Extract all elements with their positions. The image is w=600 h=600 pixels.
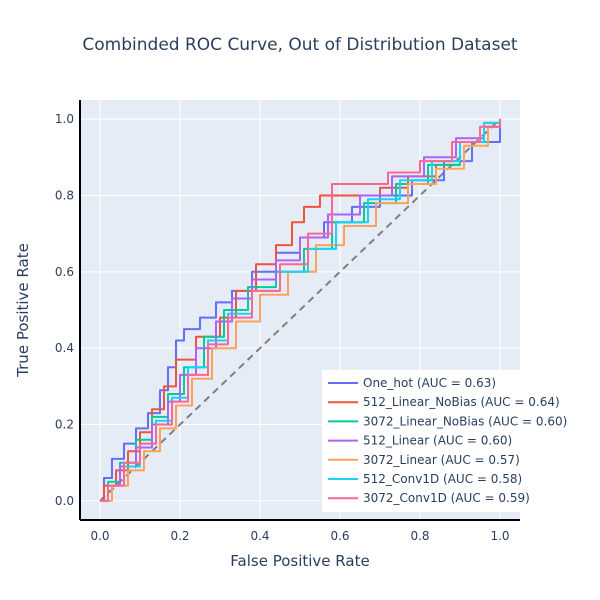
- legend-label: 512_Linear (AUC = 0.60): [363, 434, 512, 448]
- x-tick-label: 0.8: [410, 529, 429, 543]
- legend-item[interactable]: 512_Linear_NoBias (AUC = 0.64): [328, 395, 560, 409]
- legend-item[interactable]: 3072_Linear_NoBias (AUC = 0.60): [328, 414, 567, 428]
- x-tick-label: 0.2: [170, 529, 189, 543]
- chart-title: Combinded ROC Curve, Out of Distribution…: [82, 35, 517, 55]
- legend-item[interactable]: 512_Linear (AUC = 0.60): [328, 434, 512, 448]
- roc-line-1: [100, 119, 501, 502]
- x-tick-label: 0.4: [250, 529, 269, 543]
- legend-label: 512_Conv1D (AUC = 0.58): [363, 472, 522, 486]
- plot-area: [79, 100, 520, 521]
- legend-item[interactable]: 512_Conv1D (AUC = 0.58): [328, 472, 522, 486]
- legend-item[interactable]: 3072_Conv1D (AUC = 0.59): [328, 491, 530, 505]
- legend-item[interactable]: One_hot (AUC = 0.63): [328, 376, 496, 390]
- y-tick-labels: 0.0 0.2 0.4 0.6 0.8 1.0: [55, 112, 74, 508]
- x-tick-label: 0.0: [90, 529, 109, 543]
- chance-diagonal: [99, 118, 501, 502]
- y-tick-label: 0.6: [55, 265, 74, 279]
- x-tick-label: 0.6: [330, 529, 349, 543]
- x-tick-label: 1.0: [490, 529, 509, 543]
- y-axis-label: True Positive Rate: [14, 243, 32, 378]
- legend-label: 3072_Conv1D (AUC = 0.59): [363, 491, 530, 505]
- legend-label: 3072_Linear (AUC = 0.57): [363, 453, 520, 467]
- legend-background: [322, 370, 574, 512]
- roc-line-5: [100, 119, 501, 502]
- y-tick-label: 1.0: [55, 112, 74, 126]
- roc-series-lines: [100, 119, 501, 502]
- y-tick-label: 0.8: [55, 188, 74, 202]
- y-tick-label: 0.4: [55, 341, 74, 355]
- legend-label: 512_Linear_NoBias (AUC = 0.64): [363, 395, 560, 409]
- x-axis-label: False Positive Rate: [230, 552, 369, 570]
- y-tick-label: 0.0: [55, 494, 74, 508]
- y-tick-label: 0.2: [55, 418, 74, 432]
- x-tick-labels: 0.0 0.2 0.4 0.6 0.8 1.0: [90, 529, 509, 543]
- legend-label: 3072_Linear_NoBias (AUC = 0.60): [363, 414, 567, 428]
- legend-item[interactable]: 3072_Linear (AUC = 0.57): [328, 453, 520, 467]
- legend-label: One_hot (AUC = 0.63): [363, 376, 496, 390]
- roc-line-3: [100, 119, 501, 502]
- legend[interactable]: One_hot (AUC = 0.63) 512_Linear_NoBias (A…: [322, 370, 574, 512]
- roc-line-7: [100, 119, 501, 502]
